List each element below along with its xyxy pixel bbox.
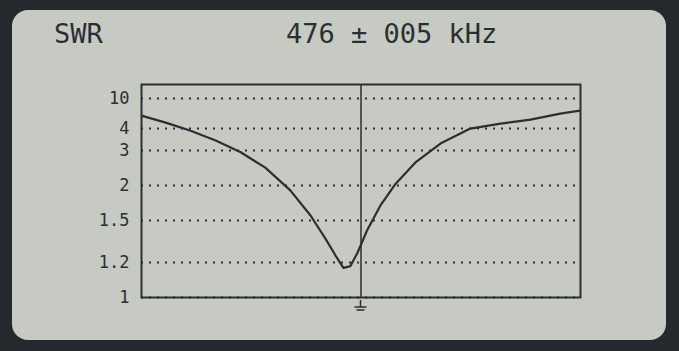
svg-text:3: 3	[119, 140, 129, 160]
html-text:SWR: SWR	[54, 18, 103, 49]
svg-text:1.2: 1.2	[99, 252, 130, 272]
svg-text:1: 1	[119, 287, 129, 307]
svg-text:4: 4	[119, 118, 129, 138]
svg-text:10: 10	[109, 88, 129, 108]
svg-text:1.5: 1.5	[99, 210, 130, 230]
svg-text:2: 2	[119, 175, 129, 195]
html-text:476 ± 005 kHz: 476 ± 005 kHz	[286, 18, 498, 49]
